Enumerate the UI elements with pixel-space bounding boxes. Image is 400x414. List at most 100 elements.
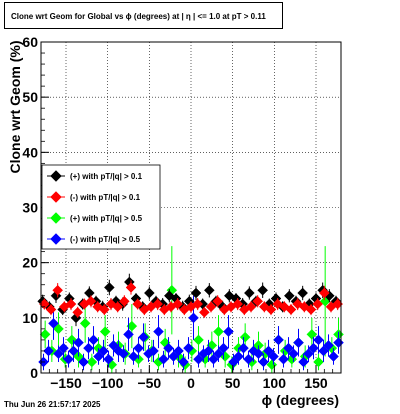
data-point: [305, 304, 317, 315]
data-point: [198, 306, 210, 318]
data-point: [118, 295, 130, 307]
data-point: [123, 329, 134, 340]
x-axis-title: ϕ (degrees): [262, 392, 339, 408]
data-series: [37, 246, 344, 373]
y-tick-label: 0: [30, 365, 38, 381]
y-tick-label: 40: [22, 144, 38, 160]
data-point: [313, 356, 324, 368]
y-axis-title: Clone wrt Geom (%): [7, 40, 23, 173]
data-point: [163, 342, 174, 354]
data-point: [297, 287, 309, 299]
data-point: [138, 331, 149, 343]
legend-marker: [50, 191, 62, 203]
x-tick-label: 100: [263, 375, 287, 391]
data-point: [283, 290, 295, 302]
data-point: [103, 353, 114, 365]
legend: (+) with pT/|q| > 0.1 (-) with pT/|q| > 0…: [41, 164, 161, 250]
legend-box: [41, 164, 161, 250]
data-point: [148, 345, 159, 357]
data-point: [168, 351, 179, 362]
data-point: [98, 304, 110, 315]
data-point: [213, 348, 224, 360]
data-point: [192, 298, 204, 310]
data-point: [152, 298, 164, 310]
data-point: [178, 356, 189, 368]
legend-label: (+) with pT/|q| > 0.1: [70, 172, 143, 181]
data-point: [173, 345, 184, 357]
data-point: [312, 298, 324, 310]
data-point: [88, 334, 99, 346]
data-point: [318, 287, 330, 299]
data-point: [313, 334, 324, 346]
data-point: [68, 345, 79, 357]
data-point: [257, 284, 269, 296]
data-point: [86, 356, 98, 368]
data-point: [99, 326, 111, 337]
data-point: [183, 342, 194, 354]
data-point: [263, 345, 274, 357]
data-point: [132, 298, 144, 310]
axes: −150 −100 −50 0 50 100 150 0 10 20 30 40 50 60: [22, 34, 342, 391]
legend-label: (-) with pT/|q| > 0.1: [70, 193, 141, 202]
series-1: [38, 280, 344, 318]
data-point: [288, 348, 299, 360]
data-point: [233, 351, 244, 362]
legend-marker: [50, 212, 62, 224]
data-point: [52, 284, 64, 296]
y-tick-label: 10: [22, 310, 38, 326]
data-point: [193, 334, 204, 346]
y-tick-label: 50: [22, 89, 38, 105]
data-point: [208, 353, 219, 365]
data-point: [188, 312, 199, 324]
x-tick-label: 0: [187, 375, 195, 391]
x-tick-label: −150: [50, 375, 82, 391]
data-point: [293, 337, 304, 349]
data-point: [128, 351, 139, 362]
x-tick-label: −100: [92, 375, 124, 391]
data-point: [143, 287, 155, 299]
legend-label: (+) with pT/|q| > 0.5: [70, 214, 143, 223]
legend-label: (-) with pT/|q| > 0.5: [70, 235, 141, 244]
data-point: [190, 287, 202, 299]
series-3: [38, 295, 344, 371]
data-point: [118, 348, 129, 360]
data-point: [308, 342, 319, 354]
data-point: [98, 345, 109, 357]
legend-marker: [50, 170, 62, 182]
data-point: [85, 295, 97, 307]
data-point: [45, 304, 57, 315]
data-point: [228, 356, 239, 368]
data-point: [303, 348, 314, 360]
data-point: [53, 348, 64, 360]
data-point: [252, 295, 264, 307]
timestamp: Thu Jun 26 21:57:17 2025: [4, 400, 101, 409]
x-tick-label: 150: [304, 375, 328, 391]
data-point: [323, 340, 334, 351]
data-point: [48, 317, 59, 329]
data-point: [72, 306, 84, 318]
y-tick-label: 30: [22, 200, 38, 216]
data-point: [203, 284, 215, 296]
data-point: [58, 342, 69, 354]
data-point: [273, 334, 284, 346]
data-point: [205, 301, 217, 313]
data-point: [328, 351, 339, 362]
data-point: [265, 304, 277, 315]
data-point: [79, 317, 91, 329]
data-point: [278, 353, 289, 365]
data-point: [93, 351, 104, 362]
data-point: [53, 323, 64, 335]
data-point: [108, 340, 119, 351]
data-point: [125, 282, 137, 293]
data-point: [245, 301, 257, 313]
y-tick-label: 20: [22, 255, 38, 271]
data-point: [63, 353, 74, 365]
data-point: [83, 342, 94, 354]
data-point: [258, 356, 269, 368]
data-point: [268, 351, 279, 362]
data-point: [73, 337, 84, 349]
data-point: [318, 345, 329, 357]
data-point: [253, 348, 264, 360]
data-point: [232, 298, 244, 310]
